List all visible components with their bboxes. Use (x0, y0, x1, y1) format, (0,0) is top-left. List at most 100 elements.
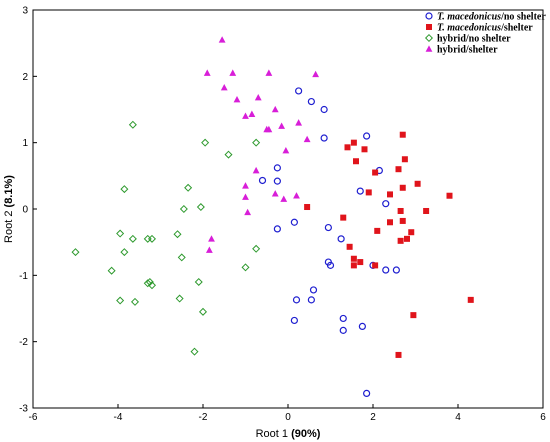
y-tick-label: -2 (19, 337, 28, 348)
data-point-series-2 (399, 217, 406, 224)
data-point-series-1 (309, 286, 318, 294)
data-point-series-3 (224, 150, 233, 159)
legend-condition: /no shelter (500, 12, 546, 23)
data-point-series-2 (446, 192, 453, 199)
data-point-series-3 (190, 347, 199, 356)
data-point-series-1 (382, 200, 390, 208)
data-point-series-3 (196, 203, 205, 212)
data-point-series-1 (339, 314, 347, 323)
data-point-series-1 (320, 105, 328, 114)
legend-species: T. macedonicus (437, 23, 501, 34)
data-point-series-1 (326, 261, 335, 269)
data-point-series-4 (220, 84, 228, 91)
data-point-series-2 (350, 139, 357, 146)
data-point-series-4 (265, 69, 273, 76)
data-point-series-2 (401, 156, 408, 163)
axis-ticks: -6 -4 -2 0 2 4 6 -3 -2 -1 0 1 2 3 (19, 6, 546, 424)
data-point-series-3 (184, 183, 193, 192)
data-point-series-2 (346, 243, 353, 250)
data-point-series-1 (356, 187, 364, 195)
data-point-series-3 (145, 277, 154, 286)
y-axis-title-percent: (8.1%) (3, 175, 15, 208)
data-point-series-3 (120, 248, 129, 257)
data-point-series-4 (229, 69, 237, 76)
data-point-series-2 (410, 312, 417, 319)
x-axis-title-prefix: Root 1 (256, 428, 288, 440)
data-point-series-4 (242, 182, 249, 189)
data-point-series-4 (282, 147, 290, 154)
x-tick-label: 2 (370, 412, 376, 423)
legend-label-1: T. macedonicus/no shelter (437, 12, 546, 23)
x-tick-label: 4 (455, 412, 461, 423)
data-points (71, 36, 474, 398)
data-point-series-3 (173, 230, 182, 239)
data-point-series-1 (292, 296, 301, 304)
data-point-series-4 (248, 110, 256, 117)
data-point-series-2 (395, 166, 402, 173)
data-point-series-4 (312, 70, 320, 78)
data-point-series-3 (128, 120, 137, 129)
data-point-series-1 (307, 97, 315, 106)
data-point-series-4 (244, 208, 252, 216)
data-point-series-2 (404, 235, 410, 242)
data-point-series-2 (372, 169, 379, 176)
data-point-series-2 (361, 146, 368, 153)
data-point-series-3 (241, 263, 250, 272)
legend-condition: hybrid/no shelter (437, 34, 511, 45)
data-point-series-4 (254, 93, 262, 101)
data-point-series-1 (258, 176, 267, 185)
legend-label-2: T. macedonicus/shelter (437, 23, 533, 34)
data-point-series-1 (363, 389, 371, 398)
data-point-series-1 (337, 235, 345, 243)
data-point-series-1 (273, 225, 281, 233)
x-tick-label: 0 (285, 412, 291, 423)
data-point-series-2 (397, 237, 404, 244)
data-point-series-3 (194, 277, 203, 286)
data-point-series-2 (399, 131, 406, 138)
data-point-series-1 (307, 296, 315, 304)
legend-marker-4 (425, 45, 433, 52)
data-point-series-2 (467, 296, 474, 303)
data-point-series-2 (344, 144, 351, 151)
data-point-series-2 (353, 158, 359, 165)
y-axis-title-prefix: Root 2 (3, 211, 15, 243)
data-point-series-1 (392, 266, 400, 274)
legend-label-3: hybrid/no shelter (437, 34, 511, 45)
data-point-series-4 (208, 235, 215, 242)
data-point-series-3 (116, 229, 125, 238)
data-point-series-2 (387, 191, 393, 198)
data-point-series-4 (280, 195, 288, 202)
data-point-series-3 (147, 234, 157, 243)
data-point-series-4 (205, 246, 213, 253)
plot-frame (32, 9, 544, 409)
data-point-series-1 (320, 134, 328, 142)
data-point-series-2 (408, 229, 415, 236)
data-point-series-2 (365, 189, 372, 196)
data-point-series-3 (107, 266, 116, 275)
legend-marker-2 (426, 24, 432, 30)
data-point-series-1 (358, 322, 366, 331)
y-tick-label: 2 (22, 72, 28, 83)
legend-condition: hybrid/shelter (437, 45, 498, 56)
data-point-series-1 (295, 87, 303, 95)
data-point-series-2 (414, 180, 421, 187)
data-point-series-2 (399, 184, 406, 191)
data-point-series-1 (339, 326, 347, 334)
y-tick-label: 0 (22, 205, 28, 216)
data-point-series-2 (357, 259, 364, 266)
data-point-series-3 (201, 138, 210, 147)
data-point-series-3 (252, 244, 261, 253)
data-point-series-1 (363, 132, 371, 140)
data-point-series-4 (252, 166, 260, 174)
x-axis-title-percent: (90%) (291, 428, 321, 440)
y-axis-title: Root 2 (8.1%) (3, 175, 15, 243)
y-tick-label: -3 (19, 404, 28, 415)
data-point-series-3 (130, 297, 140, 306)
data-point-series-4 (271, 105, 279, 113)
x-tick-label: -6 (29, 412, 38, 423)
data-point-series-2 (374, 227, 381, 234)
data-point-series-2 (395, 351, 402, 358)
data-point-series-3 (179, 204, 188, 214)
data-point-series-3 (71, 248, 80, 257)
